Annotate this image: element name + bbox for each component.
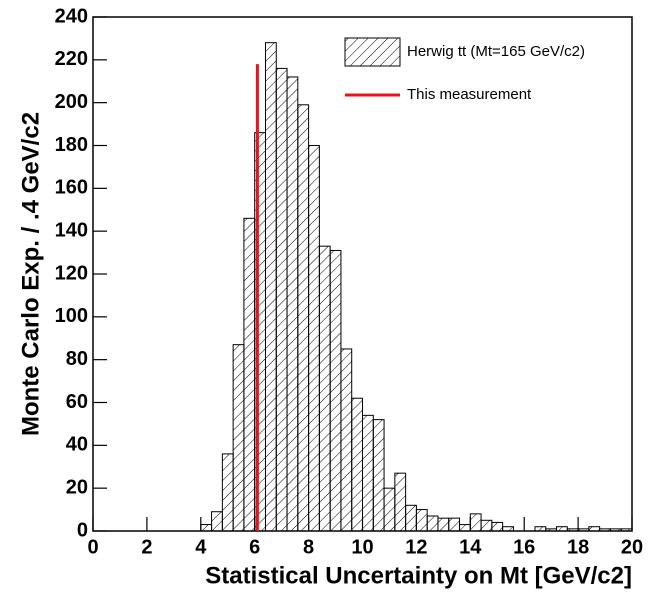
y-tick-label: 0 — [77, 519, 88, 541]
x-tick-label: 6 — [249, 536, 260, 558]
histogram-bar — [275, 67, 288, 532]
histogram-bar — [491, 521, 504, 532]
histogram-bar — [383, 487, 396, 532]
histogram-bar — [599, 528, 611, 532]
histogram-bar — [609, 528, 622, 532]
histogram-bar — [480, 519, 493, 532]
histogram-bar — [556, 526, 568, 532]
y-tick-label: 220 — [55, 48, 88, 70]
x-tick-label: 20 — [621, 536, 643, 558]
histogram-bar — [534, 526, 547, 532]
histogram-bar — [566, 528, 579, 532]
x-tick-label: 10 — [351, 536, 373, 558]
histogram-bar — [264, 42, 277, 532]
x-tick-label: 16 — [513, 536, 535, 558]
y-tick-label: 180 — [55, 134, 88, 156]
histogram-bar — [469, 513, 482, 532]
legend-label: This measurement — [407, 86, 532, 103]
histogram-bar — [308, 145, 320, 532]
histogram-bar — [318, 245, 331, 532]
histogram-bar — [502, 526, 514, 532]
y-tick-label: 80 — [66, 348, 88, 370]
y-tick-label: 20 — [66, 476, 88, 498]
y-tick-label: 200 — [55, 91, 88, 113]
histogram-bar — [426, 515, 439, 532]
histogram-bar — [329, 249, 342, 532]
x-axis-title: Statistical Uncertainty on Mt [GeV/c2] — [205, 562, 632, 589]
y-tick-label: 140 — [55, 219, 88, 241]
histogram-bar — [459, 524, 471, 532]
histogram-bar — [620, 528, 633, 532]
histogram-bar — [351, 397, 364, 532]
y-tick-label: 60 — [66, 391, 88, 413]
y-tick-label: 240 — [55, 5, 88, 27]
histogram-bar — [221, 453, 234, 532]
legend-label: Herwig tt (Mt=165 GeV/c2) — [407, 43, 585, 60]
y-tick-label: 100 — [55, 305, 88, 327]
histogram-bar — [448, 517, 461, 532]
histogram-bar — [340, 348, 353, 532]
y-tick-label: 160 — [55, 177, 88, 199]
histogram-bar — [415, 509, 428, 532]
histogram-bar — [437, 517, 450, 532]
histogram-bar — [545, 528, 558, 532]
y-tick-label: 40 — [66, 434, 88, 456]
x-tick-label: 2 — [141, 536, 152, 558]
x-tick-label: 0 — [87, 536, 98, 558]
histogram-bar — [243, 217, 256, 532]
histogram-bar — [297, 104, 310, 532]
x-tick-label: 4 — [195, 536, 207, 558]
y-axis-title: Monte Carlo Exp. / .4 GeV/c2 — [17, 112, 44, 436]
histogram-bar — [372, 419, 385, 532]
histogram-bar — [405, 504, 417, 532]
y-tick-label: 120 — [55, 262, 88, 284]
histogram-bar — [362, 414, 374, 532]
histogram-bar — [232, 344, 245, 532]
x-tick-label: 8 — [303, 536, 314, 558]
x-tick-label: 18 — [567, 536, 589, 558]
histogram-bar — [211, 511, 223, 532]
histogram-bar — [394, 472, 407, 532]
histogram-bar — [200, 524, 213, 532]
histogram-bar — [286, 76, 299, 532]
histogram-bar — [588, 526, 601, 532]
histogram-bar — [577, 528, 590, 532]
legend-swatch — [344, 37, 401, 67]
x-tick-label: 14 — [459, 536, 482, 558]
x-tick-label: 12 — [405, 536, 427, 558]
